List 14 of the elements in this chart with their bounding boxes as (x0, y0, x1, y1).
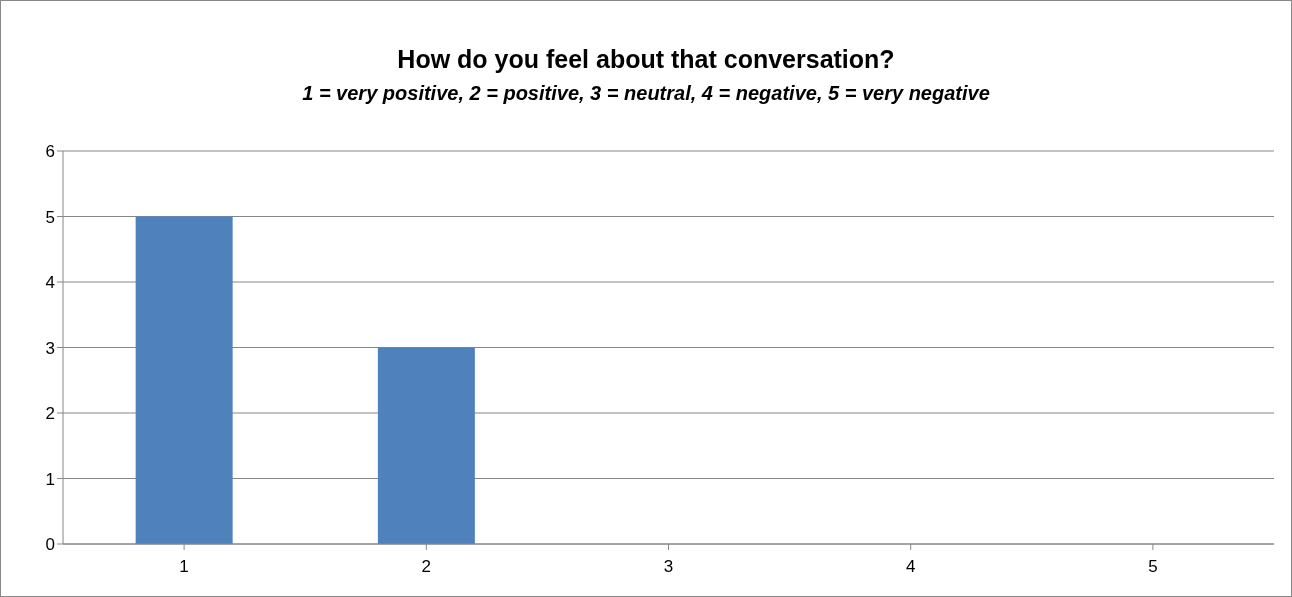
chart-title: How do you feel about that conversation? (396, 45, 896, 74)
y-tick-label: 6 (45, 142, 55, 162)
x-tick-label: 2 (421, 557, 432, 577)
x-tick-label: 5 (1148, 557, 1158, 577)
x-tick-label: 4 (905, 557, 916, 577)
y-tick-label: 1 (45, 469, 55, 489)
x-tick-label: 3 (663, 557, 674, 577)
y-tick-label: 2 (45, 404, 55, 424)
y-tick-label: 4 (45, 273, 55, 293)
y-tick-label: 3 (45, 338, 55, 358)
chart-subtitle: 1 = very positive, 2 = positive, 3 = neutral, 4 = negative, 5 = very negative (301, 82, 991, 105)
y-tick-label: 5 (45, 207, 55, 227)
x-tick-label: 1 (179, 557, 189, 577)
y-tick-label: 0 (45, 535, 55, 555)
